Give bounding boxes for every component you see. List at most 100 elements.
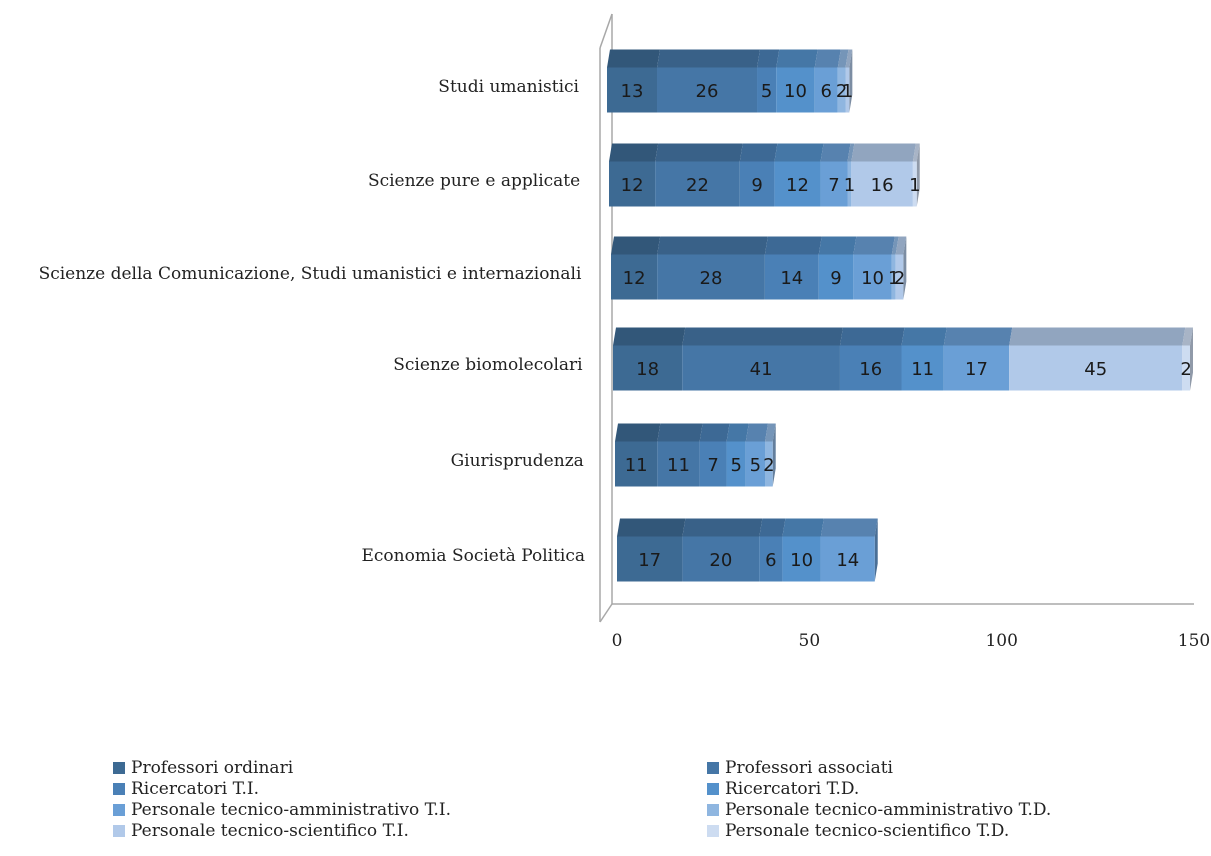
legend-swatch <box>113 762 125 774</box>
data-label: 18 <box>636 359 659 380</box>
x-tick-label: 100 <box>985 631 1017 651</box>
data-label: 14 <box>780 268 803 289</box>
data-label: 5 <box>761 81 772 102</box>
legend-label: Personale tecnico-scientifico T.D. <box>725 821 1010 841</box>
legend-label: Professori ordinari <box>131 758 294 778</box>
bar-top-face <box>607 49 661 68</box>
bar-top-face <box>814 49 841 68</box>
bar-side-face <box>916 143 920 207</box>
data-label: 10 <box>790 550 813 571</box>
bar-top-face <box>657 49 761 68</box>
data-label: 14 <box>836 550 859 571</box>
depth-wall-line <box>599 13 613 49</box>
bar-segment <box>609 161 656 207</box>
bar-segment <box>657 441 700 487</box>
legend-label: Personale tecnico-scientifico T.I. <box>131 821 409 841</box>
data-label: 11 <box>625 455 648 476</box>
data-label: 41 <box>750 359 773 380</box>
bar-top-face <box>851 143 916 162</box>
bar-segment <box>901 345 944 391</box>
legend-item: Personale tecnico-amministrativo T.D. <box>707 800 1051 822</box>
data-label: 5 <box>750 455 761 476</box>
data-label: 17 <box>965 359 988 380</box>
data-label: 11 <box>911 359 934 380</box>
bar-segment <box>853 254 892 300</box>
data-label: 12 <box>623 268 646 289</box>
bar-top-face <box>845 49 853 68</box>
bar-top-face <box>1182 327 1193 346</box>
legend-item: Ricercatori T.I. <box>113 779 259 801</box>
bar-side-face <box>903 236 907 300</box>
data-label: 17 <box>638 550 661 571</box>
x-tick-label: 0 <box>612 631 623 651</box>
legend-label: Professori associati <box>725 758 893 778</box>
bar-segment <box>655 161 740 207</box>
bar-top-face <box>657 423 703 442</box>
x-tick-label: 50 <box>799 631 821 651</box>
data-label: 2 <box>763 455 774 476</box>
bar-segment <box>776 67 815 113</box>
legend-item: Professori associati <box>707 758 893 780</box>
floor-edge-line <box>599 603 613 623</box>
category-label: Studi umanistici <box>438 77 579 97</box>
bar-top-face <box>818 236 857 255</box>
bar-segment <box>818 254 854 300</box>
bar-top-face <box>726 423 749 442</box>
bar-top-face <box>682 327 843 346</box>
bar-segment <box>820 536 875 582</box>
data-label: 7 <box>707 455 718 476</box>
bar-top-face <box>757 49 780 68</box>
legend-item: Ricercatori T.D. <box>707 779 859 801</box>
legend-swatch <box>113 804 125 816</box>
bar-top-face <box>891 236 899 255</box>
legend-swatch <box>707 825 719 837</box>
bar-top-face <box>837 49 849 68</box>
bar-segment <box>613 345 683 391</box>
bar-segment <box>765 441 773 487</box>
bar-top-face <box>699 423 730 442</box>
bar-top-face <box>615 423 661 442</box>
bar-top-face <box>759 518 786 537</box>
data-label: 5 <box>730 455 741 476</box>
bar-side-face <box>874 518 878 582</box>
bar-segment <box>682 536 760 582</box>
x-tick-label: 150 <box>1178 631 1210 651</box>
bar-segment <box>1009 345 1183 391</box>
bar-top-face <box>765 423 776 442</box>
data-label: 9 <box>751 175 762 196</box>
data-label: 11 <box>667 455 690 476</box>
data-label: 1 <box>842 81 853 102</box>
category-labels: Economia Società Politica Giurisprudenza S… <box>39 77 585 566</box>
category-label: Scienze pure e applicate <box>368 171 580 191</box>
legend-label: Ricercatori T.D. <box>725 779 860 799</box>
bar-segment <box>759 536 783 582</box>
bar-top-face <box>901 327 947 346</box>
data-label: 1 <box>888 268 899 289</box>
data-label: 2 <box>836 81 847 102</box>
data-label: 9 <box>830 268 841 289</box>
bar-segment <box>895 254 904 300</box>
data-label: 22 <box>686 175 709 196</box>
bar-segment <box>611 254 658 300</box>
bar-top-face <box>617 518 686 537</box>
data-label: 20 <box>709 550 732 571</box>
bar-top-face <box>682 518 763 537</box>
x-tick-labels: 0 50 100 150 <box>612 631 1211 651</box>
bar-top-face <box>895 236 907 255</box>
bar-top-face <box>776 49 818 68</box>
legend-item: Professori ordinari <box>113 758 293 780</box>
bar-segment <box>847 161 852 207</box>
bar-segment <box>943 345 1010 391</box>
data-label: 6 <box>765 550 776 571</box>
data-label: 2 <box>1180 359 1191 380</box>
bar-segment <box>657 67 758 113</box>
legend-label: Personale tecnico-amministrativo T.D. <box>725 800 1052 820</box>
bar-segment <box>774 161 821 207</box>
data-label: 1 <box>909 175 920 196</box>
legend-item: Personale tecnico-amministrativo T.I. <box>113 800 451 822</box>
bar-top-face <box>764 236 822 255</box>
bar-top-face <box>853 236 895 255</box>
bar-segment <box>726 441 746 487</box>
